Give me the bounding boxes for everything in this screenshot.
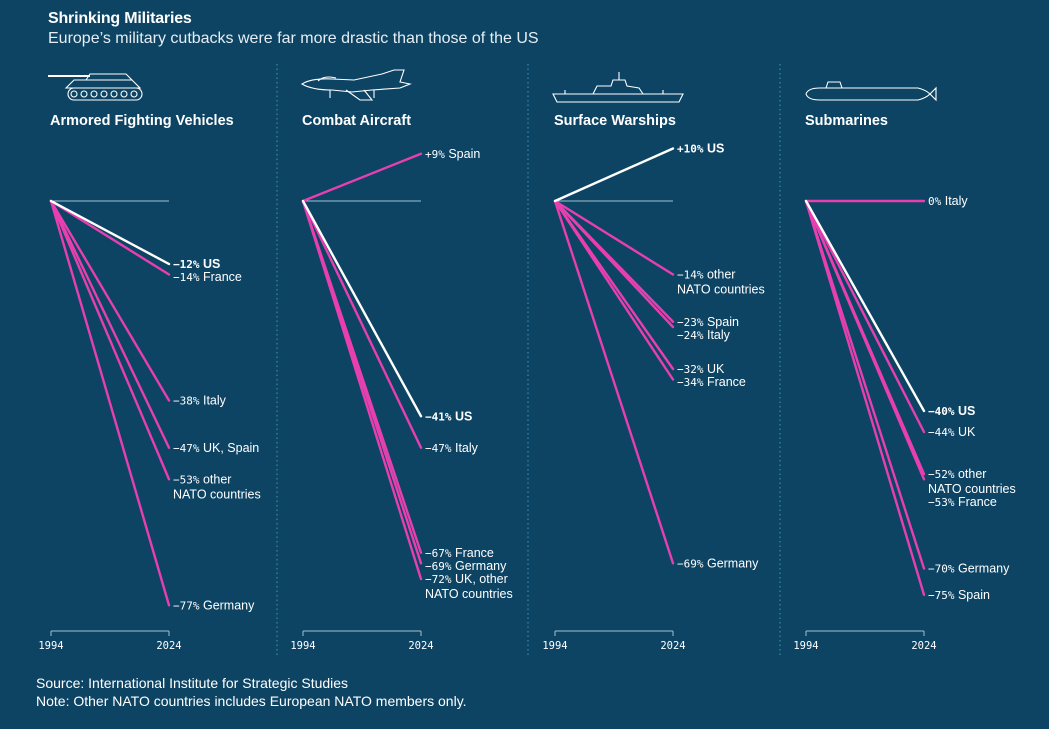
x-tick-label: 1994 [290, 640, 315, 652]
chart-title: Shrinking Militaries [48, 10, 192, 27]
series-label: −47% Italy [425, 441, 479, 455]
footer: Source: International Institute for Stra… [36, 674, 467, 710]
x-tick-label: 2024 [660, 640, 685, 652]
series-label: −53% other NATO countries [173, 472, 261, 501]
series-label: +9% Spain [425, 147, 480, 161]
series-label: −72% UK, other NATO countries [425, 572, 513, 601]
tank-icon [48, 73, 143, 101]
series-label: −14% other NATO countries [677, 268, 765, 297]
x-tick-label: 1994 [38, 640, 63, 652]
series-label: −67% France [425, 546, 494, 560]
series-line [301, 152, 423, 203]
series-line [804, 199, 926, 596]
series-label: −53% France [928, 495, 997, 509]
x-tick-label: 2024 [911, 640, 936, 652]
series-label: −69% Germany [425, 559, 507, 573]
series-line [553, 199, 675, 381]
series-label: −24% Italy [677, 328, 731, 342]
source-note: Source: International Institute for Stra… [36, 675, 349, 691]
series-line [553, 199, 675, 565]
series-label: −34% France [677, 375, 746, 389]
series-label: −41% US [425, 409, 472, 423]
definition-note: Note: Other NATO countries includes Euro… [36, 693, 467, 709]
series-line [553, 147, 675, 203]
submarine-icon [805, 81, 937, 102]
series-label: −70% Germany [928, 562, 1010, 576]
series-label: −14% France [173, 270, 242, 284]
series-line [49, 199, 171, 481]
series-line [804, 199, 926, 481]
series-line [49, 199, 171, 607]
series-label: −12% US [173, 257, 220, 271]
x-tick-label: 1994 [793, 640, 818, 652]
series-label: −75% Spain [928, 588, 990, 602]
series-label: −52% other NATO countries [928, 467, 1016, 496]
x-tick-label: 1994 [542, 640, 567, 652]
series-line [301, 199, 423, 418]
series-line [804, 199, 926, 570]
chart-subtitle: Europe’s military cutbacks were far more… [48, 30, 539, 47]
panel-title: Surface Warships [554, 113, 676, 129]
series-line [553, 199, 675, 329]
series-line [49, 199, 171, 402]
series-line [301, 199, 423, 449]
warship-icon [552, 72, 684, 103]
series-label: −47% UK, Spain [173, 441, 259, 455]
series-label: −44% UK [928, 425, 976, 439]
series-label: −38% Italy [173, 394, 227, 408]
series-line [301, 199, 423, 581]
series-line [553, 199, 675, 276]
series-line [804, 199, 926, 413]
series-label: −77% Germany [173, 598, 255, 612]
series-label: −23% Spain [677, 315, 739, 329]
series-label: −69% Germany [677, 556, 759, 570]
x-tick-label: 2024 [408, 640, 433, 652]
panel-title: Submarines [805, 113, 888, 129]
series-label: −32% UK [677, 362, 725, 376]
series-line [49, 199, 171, 266]
fighter-jet-icon [300, 69, 412, 101]
series-label: −40% US [928, 404, 975, 418]
series-line [49, 199, 171, 276]
series-label: 0% Italy [928, 194, 968, 208]
x-tick-label: 2024 [156, 640, 181, 652]
panel-title: Armored Fighting Vehicles [50, 113, 234, 129]
series-line [49, 199, 171, 449]
series-line [804, 199, 926, 434]
series-label: +10% US [677, 142, 724, 156]
panel-title: Combat Aircraft [302, 113, 411, 129]
